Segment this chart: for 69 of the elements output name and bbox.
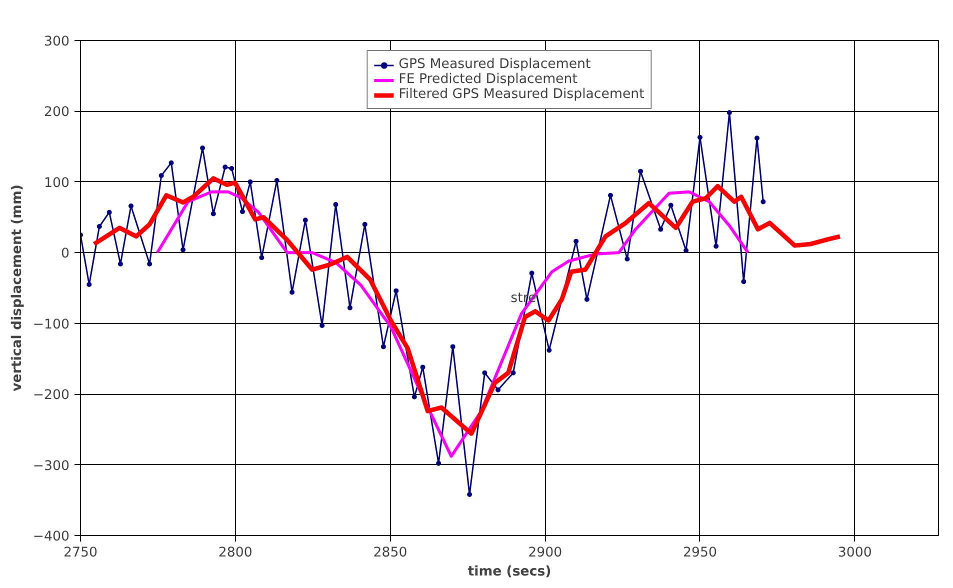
y-tick-label: −300: [32, 458, 70, 474]
point: [482, 370, 488, 376]
x-tick-label: 2750: [64, 546, 98, 560]
x-tick-label: 3000: [838, 546, 872, 560]
point: [180, 247, 186, 252]
point: [754, 136, 760, 141]
point: [96, 224, 102, 229]
point: [467, 492, 472, 497]
point: [290, 290, 295, 295]
point: [106, 210, 112, 215]
point: [200, 145, 206, 150]
point: [420, 364, 426, 370]
point: [684, 248, 689, 254]
point: [714, 244, 719, 249]
x-tick-label: 2950: [683, 546, 717, 560]
point: [259, 255, 264, 260]
point: [128, 203, 134, 208]
point: [86, 282, 92, 287]
point: [574, 238, 579, 244]
point: [726, 110, 732, 116]
point: [158, 173, 164, 178]
legend-label: FE Predicted Displacement: [398, 72, 578, 87]
point: [320, 322, 325, 328]
point: [394, 288, 399, 294]
point: [412, 394, 417, 400]
point: [436, 460, 442, 466]
point: [248, 179, 253, 184]
point: [362, 222, 368, 227]
y-tick-label: 0: [61, 246, 70, 262]
point: [697, 134, 702, 140]
y-tick-label: −100: [32, 317, 70, 332]
point: [741, 279, 746, 284]
point: [222, 164, 228, 170]
point: [347, 305, 352, 310]
y-tick-label: −200: [32, 388, 70, 404]
point: [668, 202, 674, 208]
point: [760, 199, 766, 204]
point: [529, 270, 534, 276]
point: [210, 211, 216, 216]
point: [510, 370, 516, 376]
y-axis-title: vertical displacement (mm): [10, 184, 25, 392]
point: [240, 209, 245, 214]
point: [624, 256, 630, 262]
point: [118, 261, 123, 266]
point: [608, 192, 613, 198]
y-tick-label: 100: [44, 176, 70, 191]
point: [380, 344, 386, 350]
point: [229, 166, 234, 171]
x-tick-label: 2900: [528, 546, 562, 560]
point: [584, 296, 590, 302]
legend-label: Filtered GPS Measured Displacement: [398, 87, 644, 102]
point: [496, 387, 501, 392]
point: [658, 226, 664, 232]
line-series: [92, 176, 842, 436]
point: [333, 202, 338, 208]
x-tick-label: 2800: [218, 546, 252, 560]
point: [147, 261, 152, 266]
point: [302, 218, 308, 223]
x-axis-title: time (secs): [468, 564, 552, 580]
point: [546, 348, 552, 353]
legend-label: GPS Measured Displacement: [398, 57, 591, 72]
y-tick-label: 200: [44, 105, 70, 120]
point: [168, 160, 174, 166]
point: [274, 178, 280, 184]
x-tick-label: 2850: [373, 546, 408, 560]
point: [450, 344, 456, 350]
y-tick-label: 300: [44, 34, 70, 50]
point: [638, 168, 644, 174]
y-tick-label: −400: [32, 530, 70, 544]
